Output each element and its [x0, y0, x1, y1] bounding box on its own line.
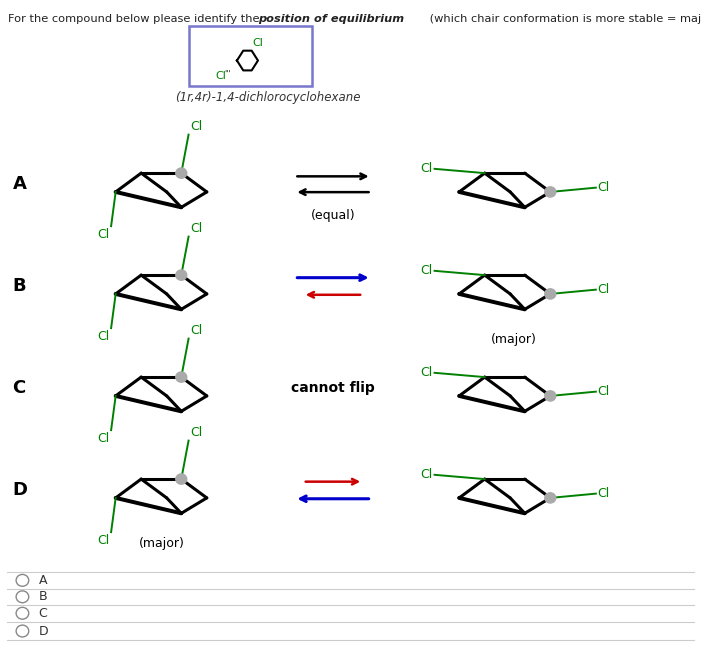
Circle shape [16, 625, 29, 637]
Text: (1r,4r)-1,4-dichlorocyclohexane: (1r,4r)-1,4-dichlorocyclohexane [175, 91, 361, 104]
Circle shape [176, 372, 186, 382]
Bar [189, 26, 312, 86]
Text: cannot flip: cannot flip [291, 381, 375, 395]
Text: Cl: Cl [598, 283, 610, 296]
Text: D: D [13, 481, 27, 499]
Text: Cl: Cl [421, 265, 433, 277]
Text: Cl: Cl [598, 181, 610, 194]
Text: B: B [39, 590, 47, 603]
Circle shape [16, 574, 29, 586]
Text: ''': ''' [224, 70, 231, 79]
Text: Cl: Cl [191, 222, 203, 235]
Circle shape [16, 591, 29, 603]
Text: Cl: Cl [421, 468, 433, 481]
Circle shape [176, 270, 186, 280]
Text: Cl: Cl [598, 487, 610, 500]
Text: C: C [39, 607, 47, 620]
Text: position of equilibrium: position of equilibrium [258, 14, 404, 24]
Text: (equal): (equal) [311, 209, 355, 222]
Text: Cl: Cl [97, 228, 109, 241]
Text: (major): (major) [491, 334, 537, 346]
Text: Cl: Cl [252, 38, 263, 48]
Text: Cl: Cl [421, 163, 433, 175]
Circle shape [545, 187, 556, 197]
Circle shape [16, 607, 29, 619]
Text: Cl: Cl [191, 426, 203, 439]
Text: (major): (major) [139, 537, 184, 550]
Text: Cl: Cl [97, 330, 109, 343]
Circle shape [176, 168, 186, 178]
Circle shape [176, 474, 186, 484]
Text: Cl: Cl [421, 367, 433, 379]
Text: B: B [13, 277, 26, 295]
Text: For the compound below please identify the: For the compound below please identify t… [8, 14, 264, 24]
Text: Cl: Cl [191, 324, 203, 337]
Text: Cl: Cl [97, 534, 109, 547]
Text: Cl: Cl [598, 385, 610, 398]
Text: Cl: Cl [215, 71, 226, 81]
Circle shape [545, 289, 556, 299]
Circle shape [545, 391, 556, 401]
Text: C: C [13, 379, 26, 397]
Text: Cl: Cl [97, 432, 109, 445]
Text: A: A [13, 175, 27, 193]
Circle shape [545, 493, 556, 503]
Text: A: A [39, 574, 47, 587]
Text: Cl: Cl [191, 120, 203, 133]
Text: D: D [39, 624, 48, 638]
Text: (which chair conformation is more stable = major conformation):: (which chair conformation is more stable… [426, 14, 701, 24]
